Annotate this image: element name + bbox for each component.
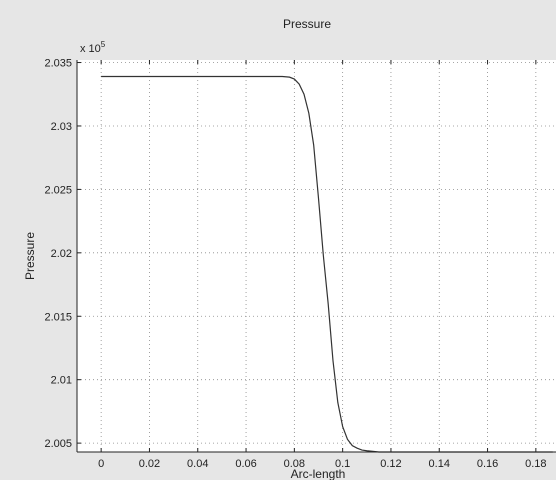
- multiplier-exponent: 5: [101, 40, 106, 49]
- x-tick-label: 0.16: [477, 458, 498, 470]
- axis-ticks: [77, 60, 537, 452]
- x-tick-label: 0.1: [335, 458, 350, 470]
- x-axis-title: Arc-length: [291, 467, 346, 480]
- y-axis-multiplier: x 105: [80, 40, 106, 55]
- x-tick-label: 0.02: [139, 458, 160, 470]
- y-tick-label: 2.01: [51, 375, 72, 387]
- x-tick-label: 0.18: [525, 458, 546, 470]
- x-tick-label: 0.08: [284, 458, 305, 470]
- x-tick-label: 0.06: [235, 458, 256, 470]
- tick-labels: 0 0.02 0.04 0.06 0.08 0.1 0.12 0.14 0.16 0.18 2.00…: [44, 58, 546, 470]
- y-tick-label: 2.005: [44, 438, 72, 450]
- y-tick-label: 2.02: [51, 248, 72, 260]
- multiplier-base: x 10: [80, 43, 101, 55]
- x-tick-label: 0.12: [380, 458, 401, 470]
- grid-lines: [77, 60, 556, 452]
- y-tick-label: 2.03: [51, 121, 72, 133]
- y-tick-label: 2.035: [44, 58, 72, 70]
- y-axis-title: Pressure: [23, 232, 37, 280]
- plot-area: [77, 60, 556, 452]
- y-tick-label: 2.015: [44, 311, 72, 323]
- x-tick-label: 0: [98, 458, 104, 470]
- chart-title: Pressure: [283, 17, 331, 31]
- x-tick-label: 0.14: [429, 458, 450, 470]
- x-tick-label: 0.04: [187, 458, 208, 470]
- y-tick-label: 2.025: [44, 184, 72, 196]
